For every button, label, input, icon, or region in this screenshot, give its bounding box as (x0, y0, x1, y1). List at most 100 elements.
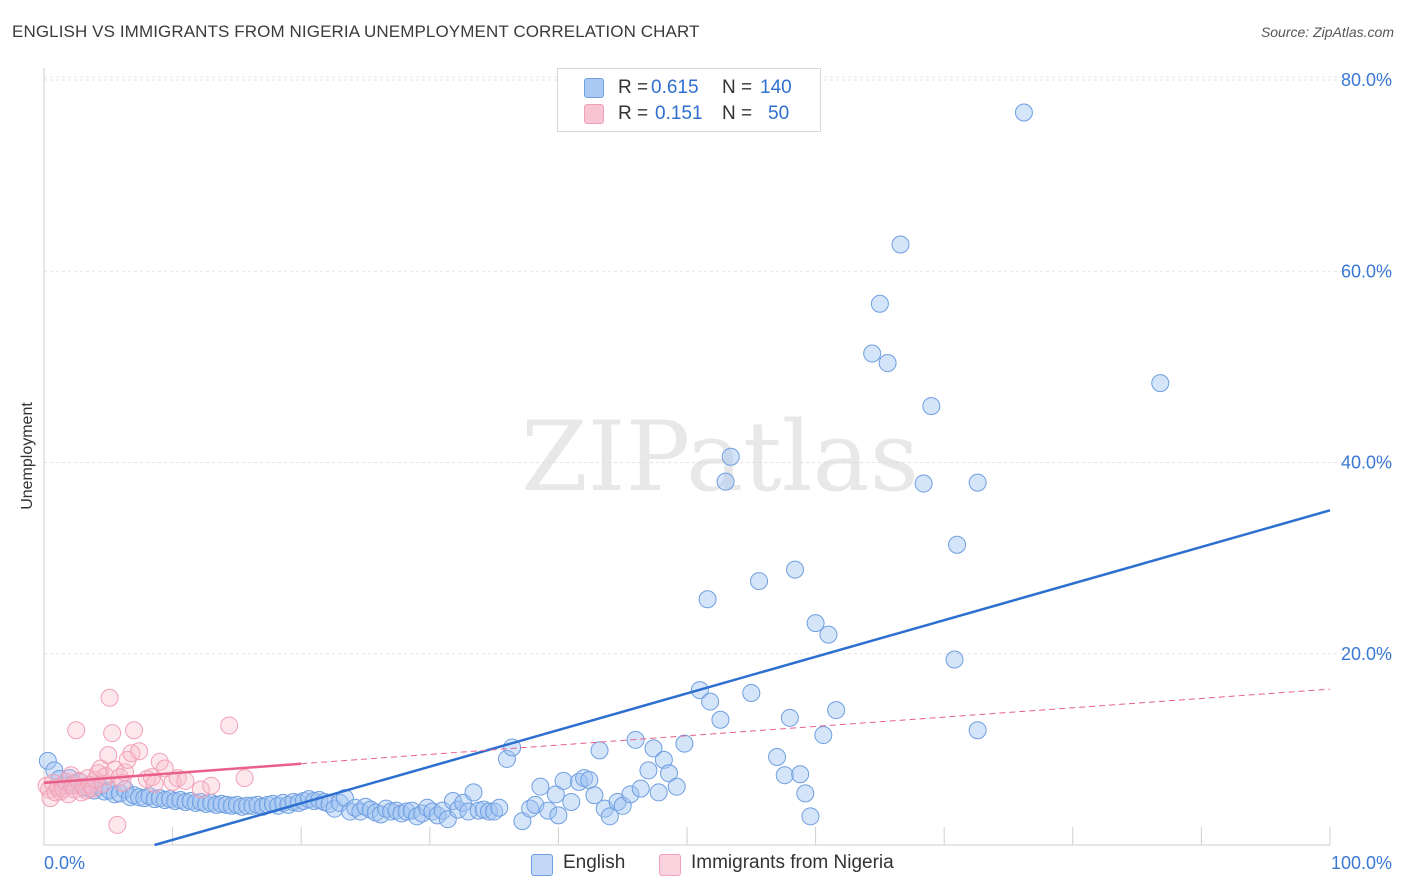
zipatlas-watermark: ZIPatlas (521, 401, 919, 513)
english-point (914, 474, 933, 493)
english-point (387, 801, 406, 820)
legend-n-label: N = (722, 77, 753, 98)
y-tick-label: 40.0% (1341, 453, 1392, 473)
english-point (585, 786, 604, 805)
english-point (621, 785, 640, 804)
english-point (549, 806, 568, 825)
english-point (644, 739, 663, 758)
english-point (186, 793, 205, 812)
english-point (721, 447, 740, 466)
english-point (197, 794, 216, 813)
english-point (922, 397, 941, 416)
legend-n-value: 50 (768, 103, 790, 124)
english-point (222, 796, 241, 815)
english-point (780, 708, 799, 727)
nigeria-point (100, 688, 119, 707)
english-point (479, 802, 498, 821)
english-point (371, 805, 390, 824)
nigeria-point (108, 815, 127, 834)
nigeria-point (220, 716, 239, 735)
english-point (870, 294, 889, 313)
chart-title: ENGLISH VS IMMIGRANTS FROM NIGERIA UNEMP… (12, 22, 700, 41)
nigeria-point (130, 742, 149, 761)
nigeria-trendline-extension (301, 688, 1331, 765)
bottom-legend-swatch-nigeria (659, 854, 681, 876)
english-point (968, 721, 987, 740)
english-point (742, 683, 761, 702)
nigeria-point (122, 744, 141, 763)
legend-n-value: 140 (760, 77, 792, 98)
nigeria-point (96, 767, 115, 786)
english-point (878, 354, 897, 373)
english-point (590, 741, 609, 760)
nigeria-point (145, 774, 164, 793)
english-point (948, 535, 967, 554)
english-point (361, 800, 380, 819)
english-point (675, 734, 694, 753)
english-point (459, 802, 478, 821)
bottom-legend-label-english: English (563, 852, 626, 873)
english-point (814, 726, 833, 745)
english-point (819, 625, 838, 644)
english-point (243, 796, 262, 815)
nigeria-point (176, 771, 195, 790)
english-point (631, 779, 650, 798)
english-point (796, 784, 815, 803)
english-point (711, 710, 730, 729)
english-point (155, 791, 174, 810)
english-point (806, 614, 825, 633)
english-point (546, 785, 565, 804)
english-point (166, 792, 185, 811)
nigeria-point (202, 776, 221, 795)
english-point (659, 764, 678, 783)
english-point (217, 795, 236, 814)
english-point (701, 692, 720, 711)
y-axis-label: Unemployment (19, 402, 36, 510)
legend-r-value: 0.151 (655, 103, 703, 124)
english-trendline (154, 509, 1331, 847)
english-point (1151, 374, 1170, 393)
nigeria-point (103, 724, 122, 743)
english-point (801, 807, 820, 826)
english-point (667, 777, 686, 796)
english-point (539, 801, 558, 820)
english-point (402, 801, 421, 820)
english-point (600, 807, 619, 826)
english-point (786, 560, 805, 579)
chart-source: Source: ZipAtlas.com (1260, 24, 1394, 40)
english-point (531, 777, 550, 796)
english-point (38, 751, 57, 770)
x-tick-label: 100.0% (1331, 853, 1392, 873)
english-point (768, 748, 787, 767)
english-point (775, 766, 794, 785)
english-point (130, 788, 149, 807)
english-point (649, 783, 668, 802)
legend-swatch-nigeria (584, 104, 604, 124)
english-point (698, 590, 717, 609)
english-point (176, 792, 195, 811)
x-tick-label: 0.0% (44, 853, 85, 873)
bottom-legend-label-nigeria: Immigrants from Nigeria (691, 852, 894, 873)
nigeria-trendline (43, 762, 302, 785)
english-point (827, 701, 846, 720)
english-point (863, 344, 882, 363)
legend-r-label: R = (618, 77, 649, 98)
english-point (654, 750, 673, 769)
english-point (750, 572, 769, 591)
english-point (207, 795, 226, 814)
nigeria-point (125, 721, 144, 740)
english-point (562, 792, 581, 811)
english-point (791, 765, 810, 784)
english-point (554, 771, 573, 790)
english-point (891, 235, 910, 254)
english-point (356, 797, 375, 816)
english-point (428, 806, 447, 825)
correlation-legend: R = 0.615 N = 140 R = 0.151 N = 50 (557, 68, 821, 132)
english-point (580, 770, 599, 789)
legend-r-value: 0.615 (651, 77, 699, 98)
english-point (490, 798, 509, 817)
english-point (945, 650, 964, 669)
english-point (716, 472, 735, 491)
y-tick-label: 80.0% (1341, 70, 1392, 90)
y-tick-label: 60.0% (1341, 261, 1392, 281)
